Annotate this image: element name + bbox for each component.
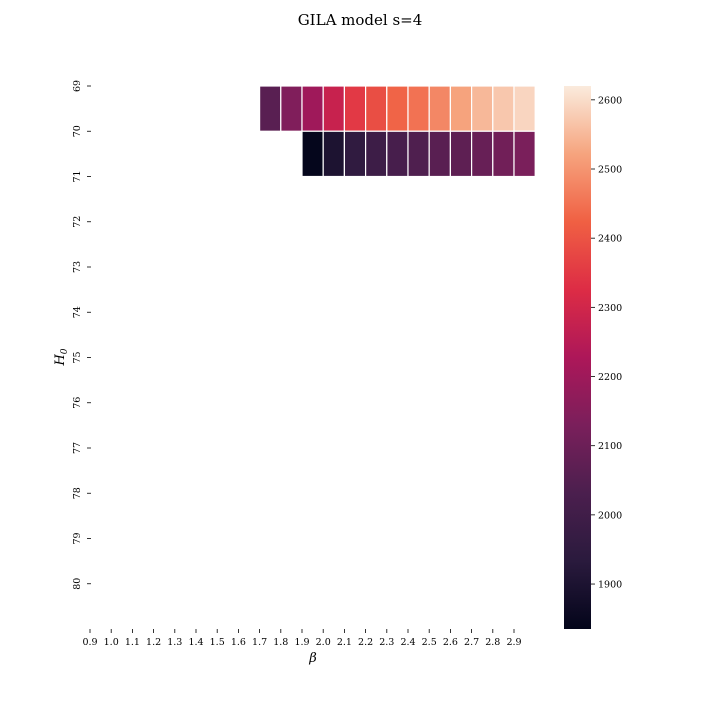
y-tick-label: 70: [72, 125, 83, 137]
y-tick-label: 80: [72, 578, 83, 590]
x-tick-label: 1.6: [231, 637, 246, 648]
y-axis-label: H0: [53, 348, 70, 366]
colorbar-tick-label: 2400: [598, 234, 622, 245]
colorbar-tick-label: 2500: [598, 165, 622, 176]
x-tick-label: 1.3: [167, 637, 182, 648]
heatmap-cell: [492, 130, 515, 178]
x-tick-label: 1.8: [273, 637, 288, 648]
y-axis-label-group: H0: [53, 348, 70, 366]
heatmap-cell: [322, 85, 346, 132]
heatmap-cell: [322, 130, 346, 178]
heatmap-cell: [301, 130, 324, 178]
y-axis-label-main: H: [53, 354, 68, 367]
x-tick-label: 1.5: [210, 637, 225, 648]
colorbar-tick-label: 2600: [598, 95, 622, 106]
heatmap-cell: [428, 85, 452, 132]
y-tick-label: 79: [72, 532, 83, 544]
x-tick-label: 2.1: [337, 637, 352, 648]
y-tick-label: 69: [72, 80, 83, 92]
heatmap-cell: [428, 130, 452, 178]
heatmap-cell: [407, 130, 430, 178]
y-axis-ticks: 69 70 71 72 73 74 75 76 77 78 79 80: [72, 80, 91, 590]
x-tick-label: 1.7: [252, 637, 267, 648]
heatmap-cell: [343, 130, 367, 178]
y-axis-label-subscript: 0: [60, 348, 70, 354]
heatmap-cell: [343, 85, 367, 132]
x-axis-label: β: [308, 651, 317, 666]
colorbar-tick-label: 1900: [598, 580, 622, 591]
x-tick-label: 2.7: [464, 637, 479, 648]
y-tick-label: 76: [72, 397, 83, 409]
colorbar-tick-label: 2000: [598, 510, 622, 521]
heatmap-cell: [365, 130, 388, 178]
heatmap-cell: [449, 130, 473, 178]
heatmap-cell: [386, 85, 409, 132]
y-tick-label: 72: [72, 216, 83, 228]
colorbar-tick-label: 2200: [598, 372, 622, 383]
heatmap-cell: [471, 85, 494, 132]
x-tick-label: 2.8: [485, 637, 500, 648]
colorbar-tick-label: 2100: [598, 441, 622, 452]
heatmap-cell: [301, 85, 324, 132]
heatmap-cell: [449, 85, 473, 132]
y-tick-label: 71: [72, 170, 83, 182]
x-tick-label: 2.2: [358, 637, 373, 648]
heatmap-cell: [365, 85, 388, 132]
y-tick-label: 74: [72, 306, 83, 318]
x-tick-label: 1.4: [188, 637, 203, 648]
chart-title: GILA model s=4: [298, 11, 423, 29]
x-tick-label: 1.1: [125, 637, 140, 648]
x-tick-label: 2.9: [506, 637, 521, 648]
heatmap-cells: [259, 85, 536, 178]
heatmap-cell: [280, 85, 303, 132]
heatmap-cell: [259, 85, 282, 132]
x-tick-label: 0.9: [82, 637, 97, 648]
heatmap-cell: [407, 85, 430, 132]
heatmap-cell: [513, 130, 536, 178]
x-tick-label: 2.5: [422, 637, 437, 648]
heatmap-cell: [386, 130, 409, 178]
x-tick-label: 2.0: [316, 637, 331, 648]
y-tick-label: 75: [72, 351, 83, 363]
y-tick-label: 77: [72, 442, 83, 454]
x-tick-label: 2.3: [379, 637, 394, 648]
heatmap-cell: [492, 85, 515, 132]
colorbar-tick-label: 2300: [598, 303, 622, 314]
x-tick-label: 1.2: [146, 637, 161, 648]
colorbar: [564, 86, 591, 629]
x-tick-label: 1.0: [104, 637, 119, 648]
colorbar-ticks: 1900 2000 2100 2200 2300 2400 2500 2600: [591, 95, 622, 591]
y-tick-label: 73: [72, 261, 83, 273]
heatmap-cell: [471, 130, 494, 178]
heatmap-cell: [513, 85, 536, 132]
x-tick-label: 1.9: [294, 637, 309, 648]
y-tick-label: 78: [72, 487, 83, 499]
x-tick-label: 2.4: [400, 637, 415, 648]
x-tick-label: 2.6: [443, 637, 458, 648]
x-axis-ticks: 0.9 1.0 1.1 1.2 1.3 1.4 1.5 1.6 1.7 1.8 1.9 2.0 2.1 2…: [82, 629, 522, 648]
